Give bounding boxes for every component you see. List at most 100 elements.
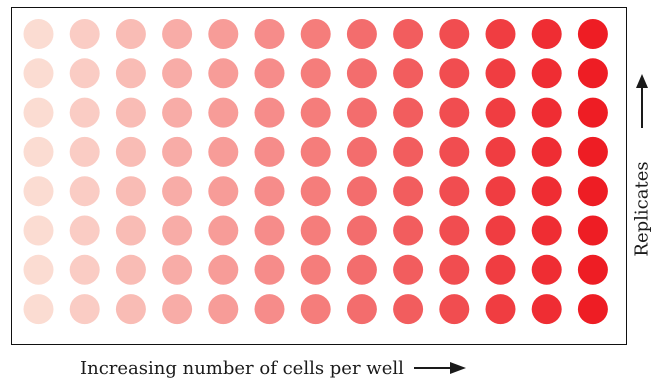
arrow-up-icon xyxy=(636,74,648,128)
well xyxy=(162,97,193,128)
well xyxy=(485,294,516,325)
well xyxy=(531,176,562,207)
well xyxy=(300,58,331,89)
well xyxy=(115,215,146,246)
well xyxy=(577,58,608,89)
well xyxy=(208,176,239,207)
well xyxy=(208,136,239,167)
well xyxy=(254,294,285,325)
well xyxy=(439,19,470,49)
well xyxy=(300,294,331,325)
y-axis-label: Replicates xyxy=(631,161,653,257)
well xyxy=(208,58,239,89)
well xyxy=(300,97,331,128)
well xyxy=(69,136,100,167)
well xyxy=(208,97,239,128)
well xyxy=(577,294,608,325)
well xyxy=(531,97,562,128)
well xyxy=(346,176,377,207)
well xyxy=(254,215,285,246)
well xyxy=(346,254,377,285)
well xyxy=(23,294,54,325)
well xyxy=(439,294,470,325)
well xyxy=(346,294,377,325)
x-axis-label: Increasing number of cells per well xyxy=(80,357,404,379)
well xyxy=(162,294,193,325)
well xyxy=(485,19,516,49)
well xyxy=(254,254,285,285)
well xyxy=(162,176,193,207)
well xyxy=(23,254,54,285)
well xyxy=(485,58,516,89)
well xyxy=(346,215,377,246)
well xyxy=(115,254,146,285)
well xyxy=(393,58,424,89)
well xyxy=(346,97,377,128)
well xyxy=(485,136,516,167)
well xyxy=(393,97,424,128)
well xyxy=(577,176,608,207)
well xyxy=(577,136,608,167)
well-plate xyxy=(11,7,627,345)
well xyxy=(531,136,562,167)
well xyxy=(439,176,470,207)
well xyxy=(254,58,285,89)
well xyxy=(346,58,377,89)
well xyxy=(208,294,239,325)
well xyxy=(439,97,470,128)
well xyxy=(531,215,562,246)
well xyxy=(162,58,193,89)
y-axis-label-wrap: Replicates xyxy=(630,134,654,284)
wells-grid xyxy=(23,19,608,325)
well xyxy=(162,136,193,167)
well xyxy=(69,19,100,49)
well xyxy=(23,176,54,207)
well xyxy=(577,19,608,49)
y-axis-caption: Replicates xyxy=(630,68,654,288)
well xyxy=(485,176,516,207)
well xyxy=(69,254,100,285)
well xyxy=(208,254,239,285)
well xyxy=(254,97,285,128)
well xyxy=(531,58,562,89)
well xyxy=(23,215,54,246)
well xyxy=(346,136,377,167)
well xyxy=(531,294,562,325)
well xyxy=(23,58,54,89)
well xyxy=(23,136,54,167)
well xyxy=(393,19,424,49)
well xyxy=(577,215,608,246)
well xyxy=(485,215,516,246)
well xyxy=(69,294,100,325)
well xyxy=(69,58,100,89)
well xyxy=(115,58,146,89)
well xyxy=(23,97,54,128)
arrow-right-icon xyxy=(413,362,466,374)
well xyxy=(115,97,146,128)
well xyxy=(300,19,331,49)
well xyxy=(208,215,239,246)
well xyxy=(69,97,100,128)
well xyxy=(346,19,377,49)
well xyxy=(577,97,608,128)
well xyxy=(300,254,331,285)
well xyxy=(69,215,100,246)
well xyxy=(577,254,608,285)
well xyxy=(208,19,239,49)
well xyxy=(254,176,285,207)
well xyxy=(23,19,54,49)
well xyxy=(393,294,424,325)
well xyxy=(162,254,193,285)
x-axis-caption: Increasing number of cells per well xyxy=(80,356,466,380)
well xyxy=(439,215,470,246)
well xyxy=(485,97,516,128)
well xyxy=(115,19,146,49)
well xyxy=(393,136,424,167)
well xyxy=(531,254,562,285)
well xyxy=(531,19,562,49)
well xyxy=(393,176,424,207)
well xyxy=(254,136,285,167)
well xyxy=(300,215,331,246)
well xyxy=(485,254,516,285)
